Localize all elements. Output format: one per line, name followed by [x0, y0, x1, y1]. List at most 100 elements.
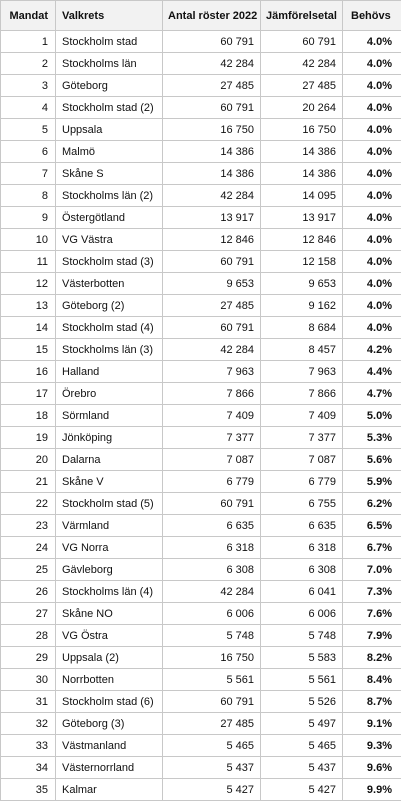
cell-jamforelsetal: 27 485 — [260, 74, 343, 97]
cell-jamforelsetal: 7 409 — [260, 404, 343, 427]
cell-mandat: 13 — [0, 294, 56, 317]
cell-behovs: 8.2% — [342, 646, 401, 669]
cell-mandat: 26 — [0, 580, 56, 603]
table-row: 31 Stockholm stad (6) 60 791 5 526 8.7% — [0, 690, 401, 713]
cell-mandat: 27 — [0, 602, 56, 625]
cell-antal-roster: 14 386 — [162, 162, 261, 185]
cell-antal-roster: 42 284 — [162, 52, 261, 75]
cell-valkrets: Västernorrland — [55, 756, 163, 779]
cell-mandat: 17 — [0, 382, 56, 405]
cell-behovs: 4.0% — [342, 316, 401, 339]
table-row: 14 Stockholm stad (4) 60 791 8 684 4.0% — [0, 316, 401, 339]
cell-valkrets: Skåne V — [55, 470, 163, 493]
cell-valkrets: Halland — [55, 360, 163, 383]
cell-antal-roster: 60 791 — [162, 250, 261, 273]
cell-mandat: 4 — [0, 96, 56, 119]
cell-mandat: 28 — [0, 624, 56, 647]
cell-mandat: 1 — [0, 30, 56, 53]
cell-mandat: 31 — [0, 690, 56, 713]
cell-antal-roster: 14 386 — [162, 140, 261, 163]
cell-jamforelsetal: 14 386 — [260, 162, 343, 185]
cell-behovs: 7.0% — [342, 558, 401, 581]
cell-antal-roster: 27 485 — [162, 74, 261, 97]
cell-mandat: 5 — [0, 118, 56, 141]
table-row: 10 VG Västra 12 846 12 846 4.0% — [0, 228, 401, 251]
table-row: 1 Stockholm stad 60 791 60 791 4.0% — [0, 30, 401, 53]
cell-behovs: 9.9% — [342, 778, 401, 801]
cell-valkrets: Uppsala (2) — [55, 646, 163, 669]
table-row: 34 Västernorrland 5 437 5 437 9.6% — [0, 756, 401, 779]
cell-valkrets: VG Östra — [55, 624, 163, 647]
cell-valkrets: Värmland — [55, 514, 163, 537]
header-valkrets: Valkrets — [55, 0, 163, 31]
cell-mandat: 20 — [0, 448, 56, 471]
cell-jamforelsetal: 7 377 — [260, 426, 343, 449]
cell-valkrets: Östergötland — [55, 206, 163, 229]
cell-antal-roster: 6 318 — [162, 536, 261, 559]
cell-behovs: 7.9% — [342, 624, 401, 647]
table-row: 27 Skåne NO 6 006 6 006 7.6% — [0, 602, 401, 625]
cell-valkrets: Västerbotten — [55, 272, 163, 295]
cell-antal-roster: 6 779 — [162, 470, 261, 493]
table-row: 12 Västerbotten 9 653 9 653 4.0% — [0, 272, 401, 295]
cell-behovs: 4.0% — [342, 184, 401, 207]
cell-valkrets: Göteborg — [55, 74, 163, 97]
cell-mandat: 7 — [0, 162, 56, 185]
table-header: Mandat Valkrets Antal röster 2022 Jämför… — [0, 0, 401, 31]
cell-valkrets: Skåne NO — [55, 602, 163, 625]
table-row: 11 Stockholm stad (3) 60 791 12 158 4.0% — [0, 250, 401, 273]
cell-valkrets: Stockholms län (3) — [55, 338, 163, 361]
cell-valkrets: Norrbotten — [55, 668, 163, 691]
cell-valkrets: Örebro — [55, 382, 163, 405]
cell-jamforelsetal: 5 437 — [260, 756, 343, 779]
cell-valkrets: VG Västra — [55, 228, 163, 251]
cell-antal-roster: 7 866 — [162, 382, 261, 405]
table-row: 13 Göteborg (2) 27 485 9 162 4.0% — [0, 294, 401, 317]
table-row: 18 Sörmland 7 409 7 409 5.0% — [0, 404, 401, 427]
cell-behovs: 6.5% — [342, 514, 401, 537]
cell-mandat: 6 — [0, 140, 56, 163]
table-row: 28 VG Östra 5 748 5 748 7.9% — [0, 624, 401, 647]
cell-behovs: 9.3% — [342, 734, 401, 757]
cell-antal-roster: 5 427 — [162, 778, 261, 801]
table-row: 17 Örebro 7 866 7 866 4.7% — [0, 382, 401, 405]
cell-antal-roster: 5 465 — [162, 734, 261, 757]
cell-behovs: 4.4% — [342, 360, 401, 383]
cell-behovs: 4.0% — [342, 30, 401, 53]
cell-mandat: 3 — [0, 74, 56, 97]
cell-mandat: 24 — [0, 536, 56, 559]
cell-jamforelsetal: 20 264 — [260, 96, 343, 119]
cell-behovs: 7.3% — [342, 580, 401, 603]
cell-valkrets: Kalmar — [55, 778, 163, 801]
cell-mandat: 16 — [0, 360, 56, 383]
table-row: 5 Uppsala 16 750 16 750 4.0% — [0, 118, 401, 141]
cell-jamforelsetal: 14 386 — [260, 140, 343, 163]
cell-mandat: 22 — [0, 492, 56, 515]
cell-behovs: 4.7% — [342, 382, 401, 405]
cell-antal-roster: 16 750 — [162, 118, 261, 141]
cell-antal-roster: 60 791 — [162, 690, 261, 713]
cell-antal-roster: 60 791 — [162, 96, 261, 119]
table-row: 35 Kalmar 5 427 5 427 9.9% — [0, 778, 401, 801]
cell-jamforelsetal: 5 526 — [260, 690, 343, 713]
table-row: 20 Dalarna 7 087 7 087 5.6% — [0, 448, 401, 471]
table-row: 25 Gävleborg 6 308 6 308 7.0% — [0, 558, 401, 581]
cell-antal-roster: 60 791 — [162, 30, 261, 53]
cell-behovs: 4.0% — [342, 52, 401, 75]
cell-jamforelsetal: 7 963 — [260, 360, 343, 383]
header-row: Mandat Valkrets Antal röster 2022 Jämför… — [0, 0, 401, 31]
cell-mandat: 19 — [0, 426, 56, 449]
cell-antal-roster: 27 485 — [162, 712, 261, 735]
cell-valkrets: Stockholm stad (3) — [55, 250, 163, 273]
cell-antal-roster: 7 409 — [162, 404, 261, 427]
cell-jamforelsetal: 6 308 — [260, 558, 343, 581]
cell-valkrets: Skåne S — [55, 162, 163, 185]
cell-behovs: 5.0% — [342, 404, 401, 427]
cell-valkrets: Stockholm stad (5) — [55, 492, 163, 515]
cell-mandat: 12 — [0, 272, 56, 295]
cell-mandat: 29 — [0, 646, 56, 669]
cell-mandat: 11 — [0, 250, 56, 273]
cell-jamforelsetal: 12 846 — [260, 228, 343, 251]
table-row: 9 Östergötland 13 917 13 917 4.0% — [0, 206, 401, 229]
